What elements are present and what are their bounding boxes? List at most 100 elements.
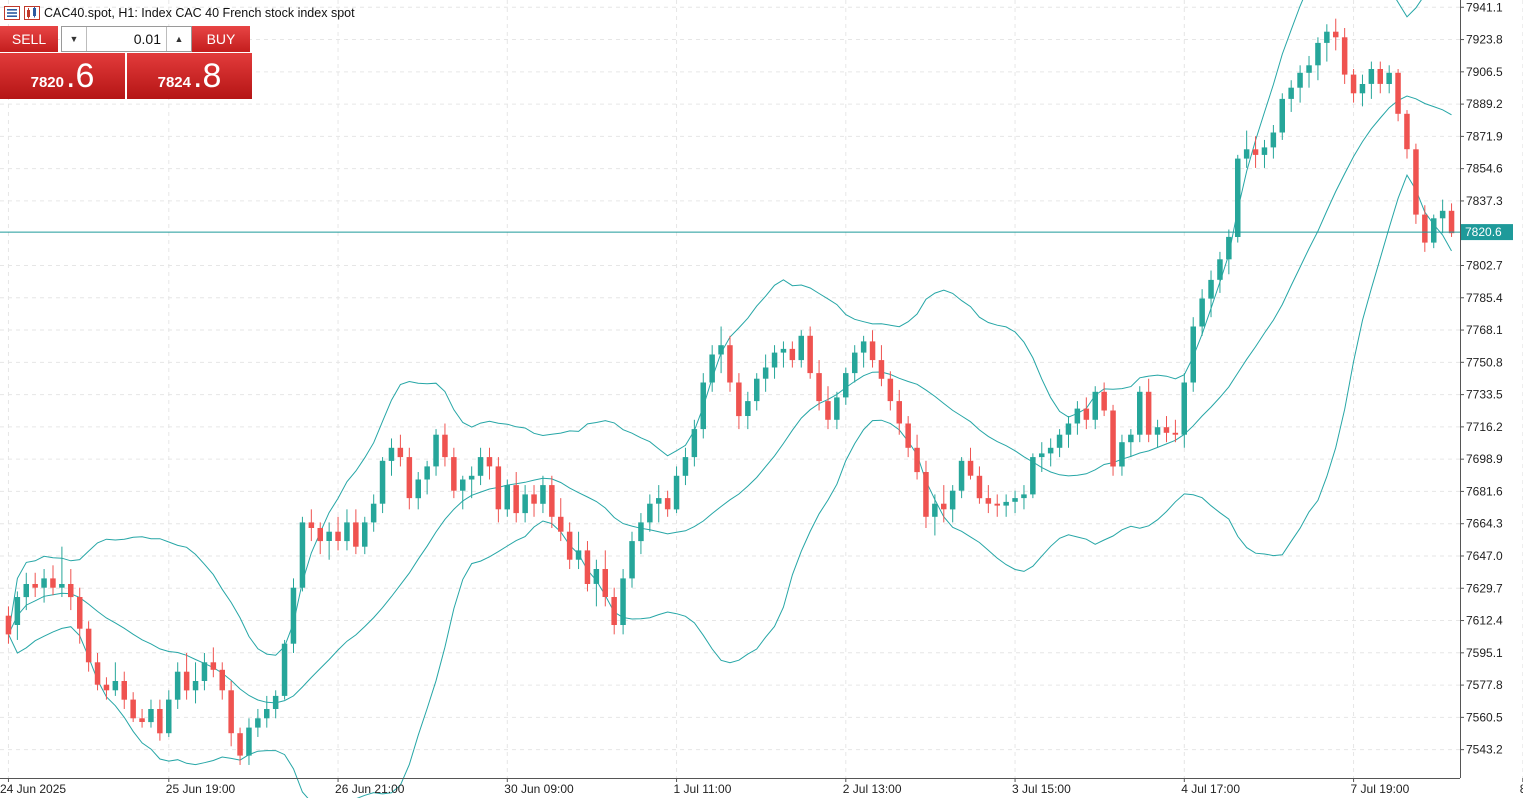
volume-control: ▼ ▲ [61, 26, 192, 52]
buy-price-pips: .8 [193, 57, 222, 95]
candle-bullish [415, 472, 421, 510]
candle-bullish [504, 479, 510, 517]
candle-bullish [780, 341, 787, 368]
candle-body [460, 479, 466, 491]
candle-bearish [896, 389, 902, 435]
candle-bullish [1279, 93, 1285, 140]
candle-body [727, 345, 733, 383]
candle-bearish [816, 360, 822, 411]
y-tick-label: 7750.8 [1466, 355, 1503, 369]
candle-body [1243, 149, 1250, 159]
candle-bullish [932, 494, 938, 536]
price-axis[interactable]: 7941.1 7923.8 7906.5 7889.2 7871.9 7854.6 7837… [1460, 0, 1513, 778]
candle-body [344, 522, 350, 542]
candle-bearish [219, 662, 225, 700]
candle-bullish [949, 485, 956, 523]
candle-bearish [869, 330, 876, 368]
candle-bullish [1119, 434, 1125, 476]
candle-body [1377, 69, 1383, 84]
candle-body [1439, 210, 1446, 219]
candle-bullish [460, 475, 466, 510]
candle-bullish [388, 438, 395, 476]
candlesticks [5, 18, 1455, 765]
candle-bullish [843, 367, 849, 405]
candle-bearish [941, 485, 947, 523]
candle-body [780, 348, 787, 353]
candle-bearish [32, 572, 38, 598]
candle-body [673, 475, 680, 510]
candle-bullish [700, 373, 706, 439]
volume-decrease-icon[interactable]: ▼ [62, 27, 87, 51]
candle-body [834, 397, 840, 420]
sell-button[interactable]: SELL [0, 26, 58, 52]
candle-body [558, 516, 564, 532]
candle-bullish [166, 690, 172, 737]
y-tick-label: 7629.7 [1466, 581, 1503, 595]
candle-body [424, 466, 430, 480]
candle-body [1261, 147, 1268, 155]
x-tick-label: 8 Jul 21:00 [1520, 782, 1523, 796]
candle-bearish [994, 494, 1000, 517]
candle-bearish [1422, 205, 1428, 252]
candle-bearish [1395, 69, 1401, 122]
market-watch-icon[interactable] [4, 6, 20, 20]
buy-price-button[interactable]: 7824 .8 [127, 53, 252, 99]
candle-body [255, 718, 261, 728]
candle-body [994, 503, 1000, 506]
candle-bearish [887, 371, 894, 411]
y-tick-label: 7941.1 [1466, 0, 1503, 14]
candle-body [1110, 410, 1116, 467]
candle-body [486, 457, 493, 467]
candle-body [32, 584, 38, 588]
candle-body [575, 550, 582, 560]
candle-body [941, 503, 947, 510]
candle-body [335, 531, 341, 541]
candle-bearish [1404, 110, 1410, 159]
candle-bullish [23, 572, 29, 611]
candle-bullish [1003, 494, 1009, 517]
candle-bearish [789, 341, 796, 368]
candle-body [388, 447, 395, 461]
candle-body [736, 382, 742, 417]
candle-body [1324, 31, 1330, 43]
candle-bullish [629, 531, 635, 588]
candle-bullish [1047, 438, 1054, 467]
candle-bullish [281, 639, 288, 700]
candle-body [103, 684, 110, 691]
candle-bullish [1324, 24, 1330, 62]
candle-body [1422, 214, 1428, 243]
candle-body [745, 401, 751, 416]
candle-bullish [41, 569, 47, 603]
candle-bullish [1181, 373, 1187, 448]
candle-body [1270, 132, 1277, 148]
one-click-trading-panel: SELL ▼ ▲ BUY 7820 .6 7824 .8 [0, 26, 252, 99]
y-tick-label: 7595.1 [1466, 646, 1503, 660]
candle-body [709, 354, 715, 383]
candle-body [246, 727, 252, 756]
candle-bullish [656, 485, 662, 523]
buy-button[interactable]: BUY [192, 26, 250, 52]
candle-body [1101, 391, 1107, 411]
candle-bearish [985, 485, 992, 514]
candle-body [691, 429, 698, 458]
candle-bullish [264, 695, 270, 728]
candle-bullish [673, 466, 680, 514]
candle-body [593, 569, 600, 584]
candle-body [718, 345, 724, 355]
time-axis[interactable]: 24 Jun 2025 25 Jun 19:00 26 Jun 21:00 30 Ju… [0, 778, 1523, 796]
candle-bearish [967, 447, 974, 480]
chart-type-icon[interactable] [24, 6, 40, 20]
x-tick-label: 1 Jul 11:00 [674, 782, 732, 796]
sell-price-button[interactable]: 7820 .6 [0, 53, 125, 99]
candle-body [860, 341, 867, 353]
candle-bearish [68, 569, 74, 611]
candle-body [629, 541, 635, 579]
candle-bullish [834, 391, 840, 430]
volume-input[interactable] [87, 27, 166, 51]
candle-bullish [192, 662, 199, 704]
volume-increase-icon[interactable]: ▲ [166, 27, 191, 51]
symbol-title: CAC40.spot, H1: Index CAC 40 French stoc… [44, 6, 355, 20]
candle-body [148, 709, 154, 723]
candle-body [513, 485, 519, 514]
